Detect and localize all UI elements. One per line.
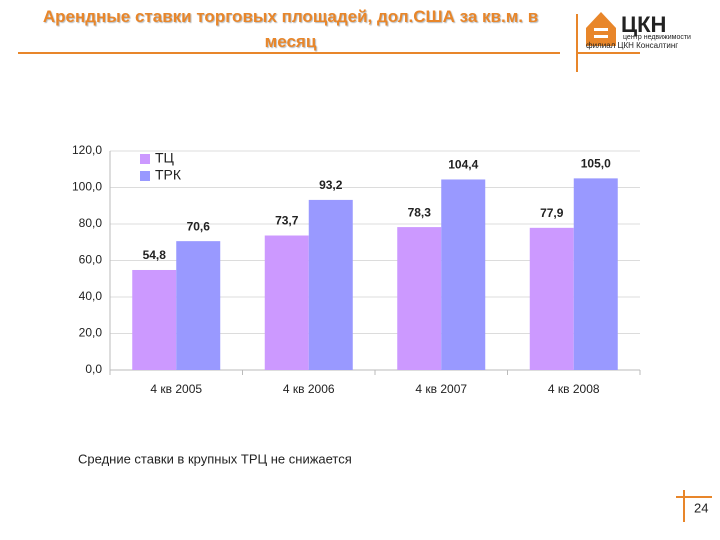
y-tick-label: 120,0 <box>72 143 102 157</box>
logo-name: ЦКН <box>621 12 666 37</box>
value-label: 73,7 <box>275 214 299 228</box>
x-tick-label: 4 кв 2005 <box>150 382 202 396</box>
value-label: 105,0 <box>581 157 611 171</box>
legend-swatch <box>140 154 150 164</box>
x-tick-label: 4 кв 2008 <box>548 382 600 396</box>
bar <box>176 241 221 370</box>
legend-label: ТЦ <box>155 150 175 166</box>
legend-label: ТРК <box>155 167 182 183</box>
caption: Средние ставки в крупных ТРЦ не снижаетс… <box>78 451 352 466</box>
logo-icon <box>594 35 608 38</box>
bar <box>529 227 574 370</box>
y-tick-label: 100,0 <box>72 180 102 194</box>
slide-title: Арендные ставки торговых площадей, дол.С… <box>42 7 539 51</box>
value-label: 93,2 <box>319 178 343 192</box>
legend-swatch <box>140 171 150 181</box>
page-number: 24 <box>694 500 708 515</box>
bar <box>264 235 309 370</box>
y-tick-label: 60,0 <box>79 253 103 267</box>
x-tick-label: 4 кв 2006 <box>283 382 335 396</box>
value-label: 104,4 <box>448 158 478 172</box>
logo-tagline: центр недвижимости <box>623 34 691 41</box>
bar <box>397 227 442 370</box>
logo-subtitle: филиал ЦКН Консалтинг <box>586 41 678 50</box>
value-label: 77,9 <box>540 206 564 220</box>
value-label: 70,6 <box>187 219 211 233</box>
y-tick-label: 20,0 <box>79 326 103 340</box>
bar <box>441 179 486 370</box>
y-tick-label: 80,0 <box>79 216 103 230</box>
y-tick-label: 40,0 <box>79 289 103 303</box>
x-tick-label: 4 кв 2007 <box>415 382 467 396</box>
logo-icon <box>594 28 608 31</box>
value-label: 78,3 <box>408 205 432 219</box>
bar <box>308 199 353 370</box>
bar <box>573 178 618 370</box>
y-tick-label: 0,0 <box>85 362 102 376</box>
value-label: 54,8 <box>143 248 167 262</box>
bar <box>132 269 177 370</box>
